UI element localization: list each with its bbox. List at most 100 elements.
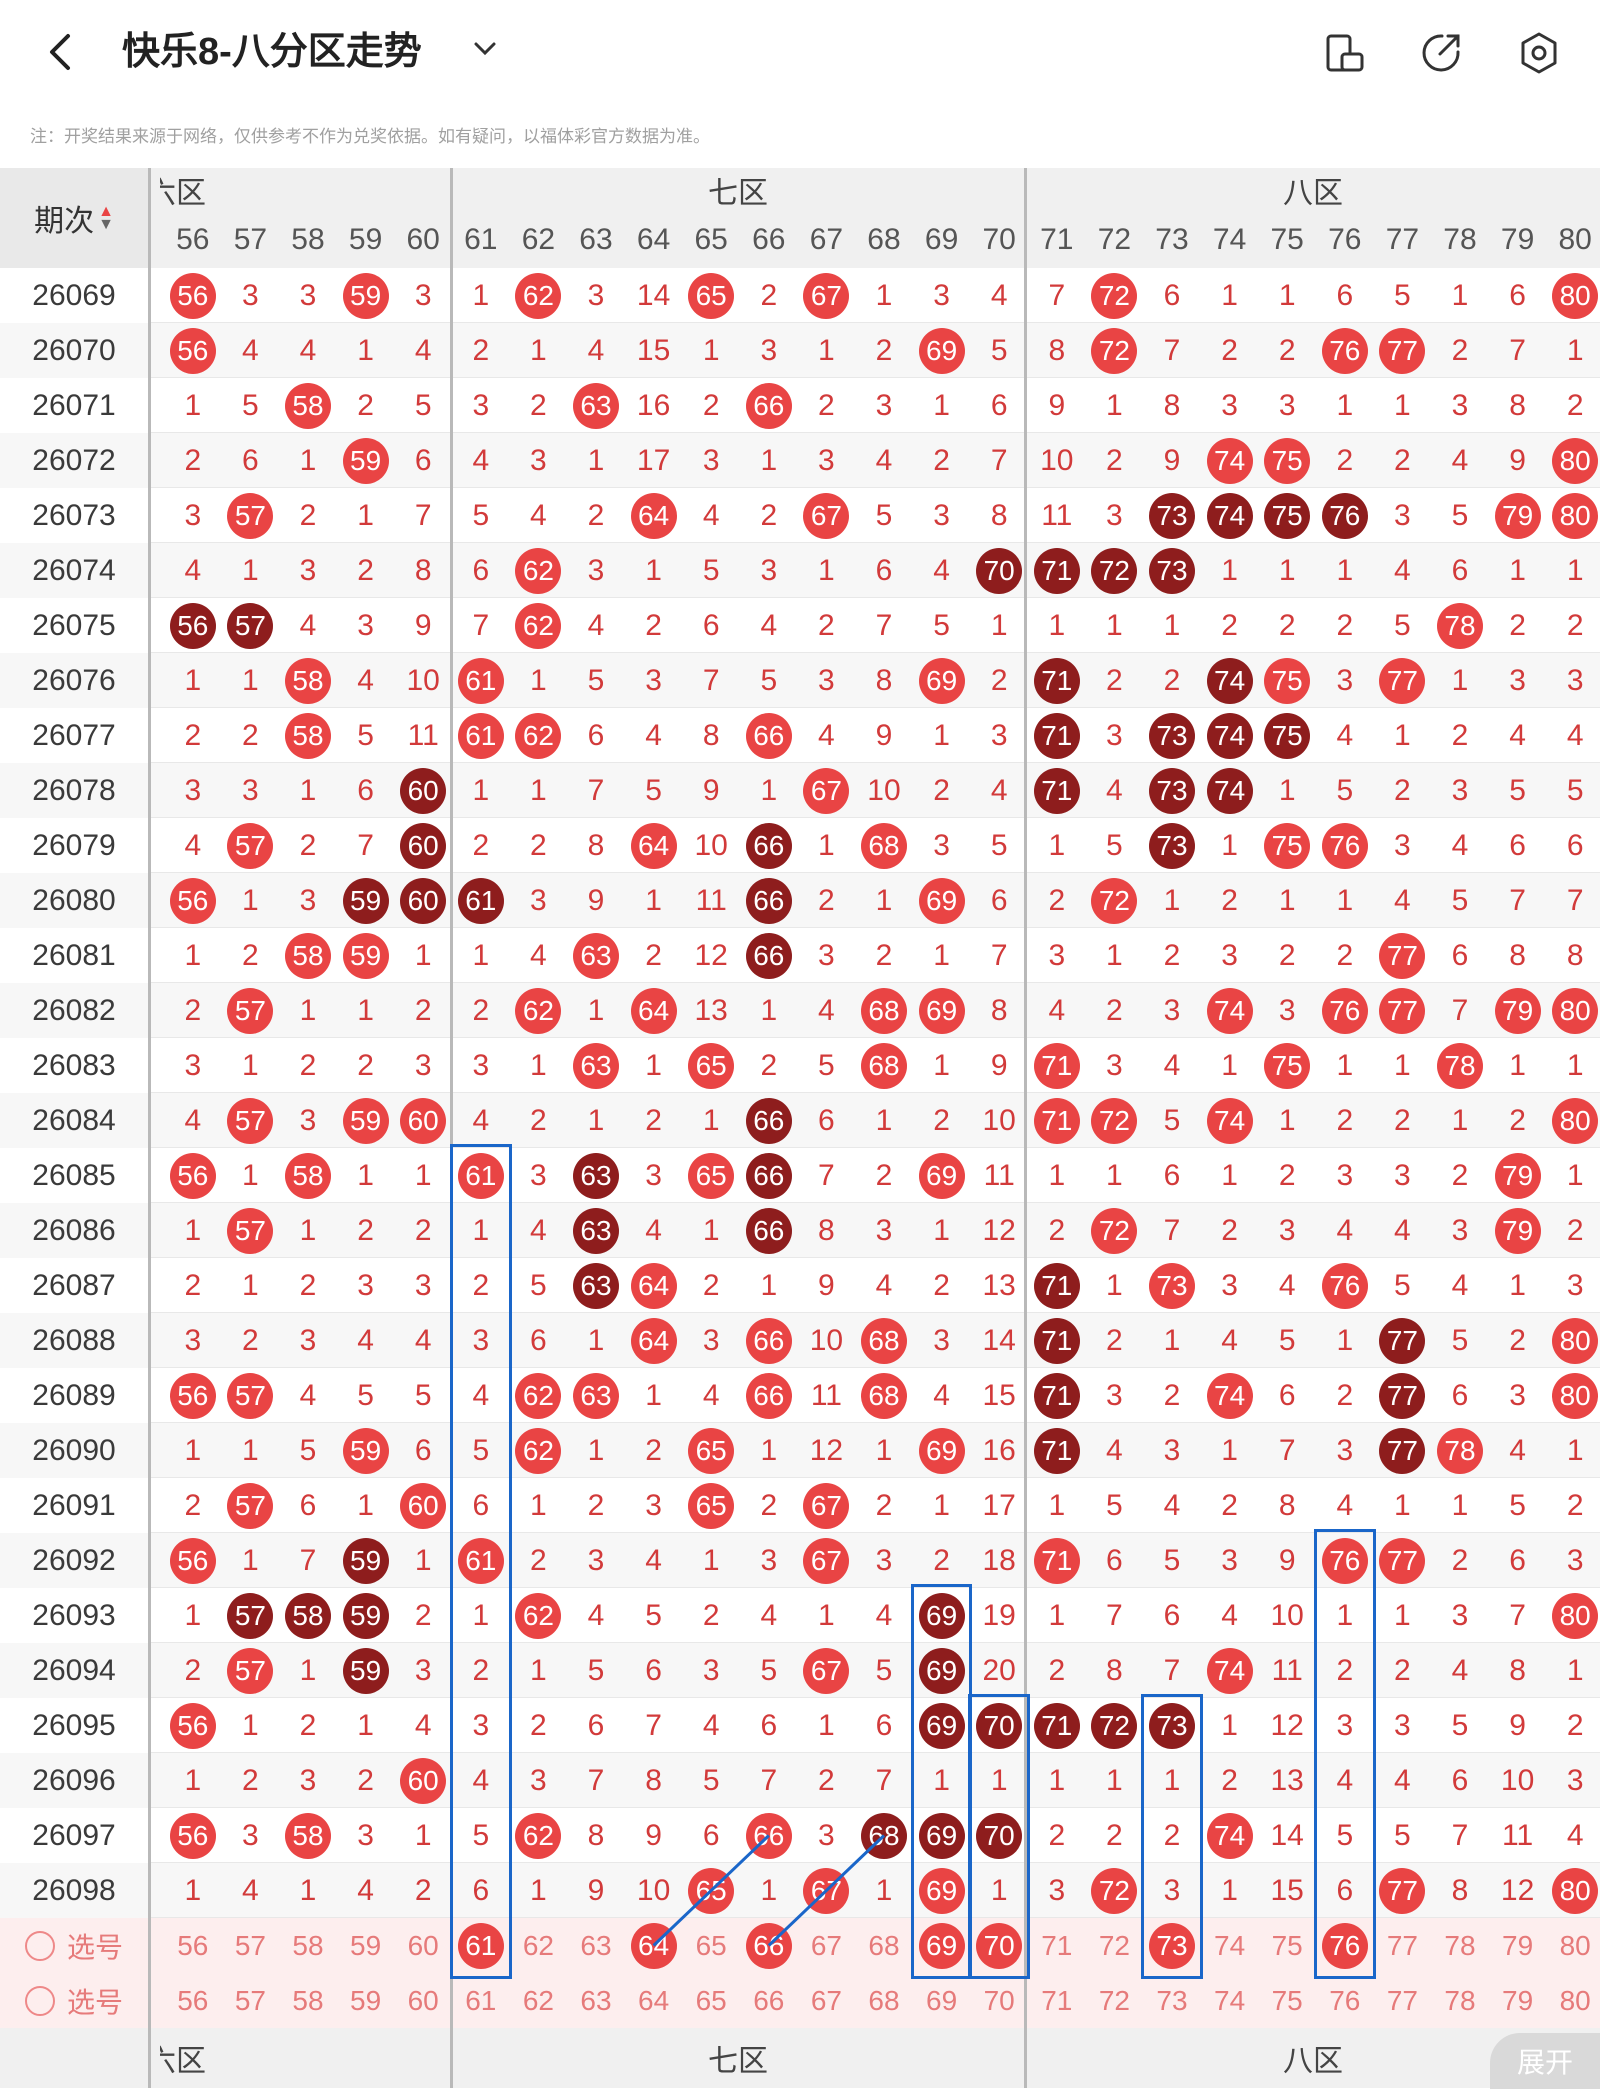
select-number[interactable]: 62 [510,1918,568,1973]
select-number[interactable]: 72 [1086,1918,1144,1973]
select-number[interactable]: 58 [279,1973,337,2028]
select-number[interactable]: 67 [798,1973,856,2028]
select-number-label[interactable]: 59 [350,1929,382,1961]
select-number-label[interactable]: 68 [868,1984,900,2016]
select-number[interactable]: 80 [1546,1973,1600,2028]
select-number-label[interactable]: 77 [1386,1984,1418,2016]
select-number-label[interactable]: 62 [522,1984,554,2016]
select-number-label[interactable]: 65 [695,1984,727,2016]
select-number-label[interactable]: 79 [1502,1984,1534,2016]
select-number-label[interactable]: 76 [1329,1984,1361,2016]
select-number[interactable]: 65 [682,1918,740,1973]
select-number-label[interactable]: 63 [580,1929,612,1961]
expand-button[interactable]: 展开 [1490,2033,1600,2089]
select-number[interactable]: 73 [1143,1973,1201,2028]
select-number-label[interactable]: 78 [1444,1984,1476,2016]
select-number[interactable]: 66 [740,1918,798,1973]
select-number-label[interactable]: 56 [177,1984,209,2016]
select-number[interactable]: 80 [1546,1918,1600,1973]
orientation-icon[interactable] [1322,30,1368,76]
select-row-label[interactable]: 选号 [0,1973,148,2028]
select-number-label[interactable]: 68 [868,1929,900,1961]
select-number[interactable]: 73 [1143,1918,1201,1973]
select-number[interactable]: 60 [394,1918,452,1973]
select-number-label[interactable]: 78 [1444,1929,1476,1961]
select-number[interactable]: 79 [1489,1918,1547,1973]
select-number-label[interactable]: 56 [177,1929,209,1961]
select-row-label[interactable]: 选号 [0,1918,148,1973]
select-number[interactable]: 74 [1201,1973,1259,2028]
select-number[interactable]: 75 [1258,1973,1316,2028]
select-number[interactable]: 78 [1431,1973,1489,2028]
selected-number-ball[interactable]: 64 [630,1922,677,1969]
select-number-label[interactable]: 79 [1502,1929,1534,1961]
radio-icon[interactable] [24,1930,55,1961]
select-number[interactable]: 66 [740,1973,798,2028]
share-icon[interactable] [1418,30,1464,76]
select-number[interactable]: 76 [1316,1918,1374,1973]
select-number-label[interactable]: 63 [580,1984,612,2016]
select-number[interactable]: 63 [567,1918,625,1973]
select-number-label[interactable]: 71 [1041,1929,1073,1961]
settings-icon[interactable] [1516,30,1562,76]
select-number-label[interactable]: 75 [1271,1984,1303,2016]
select-number-label[interactable]: 72 [1098,1984,1130,2016]
select-number[interactable]: 57 [222,1973,280,2028]
select-number-label[interactable]: 60 [407,1929,439,1961]
select-number-label[interactable]: 77 [1386,1929,1418,1961]
select-number[interactable]: 64 [625,1918,683,1973]
select-number-label[interactable]: 71 [1041,1984,1073,2016]
select-number[interactable]: 65 [682,1973,740,2028]
selected-number-ball[interactable]: 73 [1148,1922,1195,1969]
select-number[interactable]: 64 [625,1973,683,2028]
select-number[interactable]: 61 [452,1973,510,2028]
select-number[interactable]: 69 [913,1973,971,2028]
select-number[interactable]: 58 [279,1918,337,1973]
selected-number-ball[interactable]: 61 [457,1922,504,1969]
select-number[interactable]: 69 [913,1918,971,1973]
select-number[interactable]: 71 [1028,1918,1086,1973]
select-number-label[interactable]: 60 [407,1984,439,2016]
select-number[interactable]: 70 [970,1918,1028,1973]
select-number[interactable]: 67 [798,1918,856,1973]
select-number-label[interactable]: 57 [234,1929,266,1961]
select-number[interactable]: 57 [222,1918,280,1973]
select-number[interactable]: 74 [1201,1918,1259,1973]
select-number[interactable]: 75 [1258,1918,1316,1973]
select-number-label[interactable]: 62 [522,1929,554,1961]
select-number[interactable]: 76 [1316,1973,1374,2028]
back-icon[interactable] [40,30,84,74]
select-number-label[interactable]: 59 [350,1984,382,2016]
radio-icon[interactable] [24,1985,55,2016]
select-number-label[interactable]: 74 [1214,1929,1246,1961]
select-number-label[interactable]: 65 [695,1929,727,1961]
select-number-label[interactable]: 64 [638,1984,670,2016]
select-number-label[interactable]: 61 [465,1984,497,2016]
select-number-label[interactable]: 75 [1271,1929,1303,1961]
select-number[interactable]: 63 [567,1973,625,2028]
select-number[interactable]: 78 [1431,1918,1489,1973]
chevron-down-icon[interactable] [472,30,498,74]
select-number[interactable]: 70 [970,1973,1028,2028]
select-number-label[interactable]: 80 [1559,1984,1591,2016]
selected-number-ball[interactable]: 66 [745,1922,792,1969]
select-number[interactable]: 56 [164,1973,222,2028]
select-number-label[interactable]: 67 [810,1984,842,2016]
select-number-label[interactable]: 80 [1559,1929,1591,1961]
select-number-label[interactable]: 70 [983,1984,1015,2016]
select-number-label[interactable]: 73 [1156,1984,1188,2016]
select-number[interactable]: 79 [1489,1973,1547,2028]
select-number-label[interactable]: 57 [234,1984,266,2016]
select-number[interactable]: 59 [337,1973,395,2028]
period-header[interactable]: 期次 ▲ ▼ [0,168,148,268]
sort-icon[interactable]: ▲ ▼ [98,203,114,233]
select-number-label[interactable]: 67 [810,1929,842,1961]
select-number-label[interactable]: 66 [753,1984,785,2016]
selected-number-ball[interactable]: 69 [918,1922,965,1969]
selected-number-ball[interactable]: 76 [1321,1922,1368,1969]
select-number-label[interactable]: 58 [292,1929,324,1961]
select-number-label[interactable]: 58 [292,1984,324,2016]
select-number[interactable]: 62 [510,1973,568,2028]
select-number-label[interactable]: 74 [1214,1984,1246,2016]
select-number[interactable]: 59 [337,1918,395,1973]
